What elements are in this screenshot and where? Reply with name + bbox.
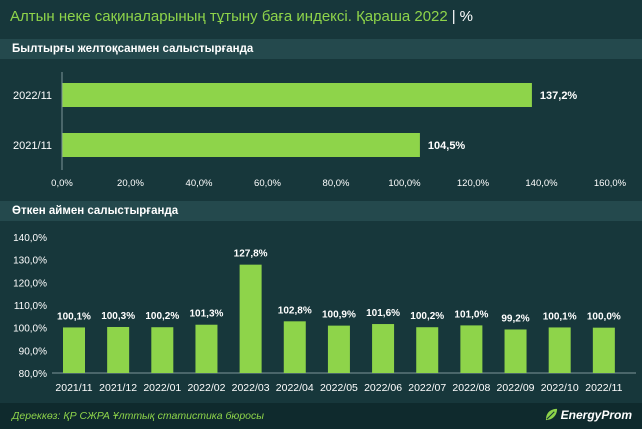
v-bar xyxy=(107,326,130,373)
v-category-label: 2022/11 xyxy=(585,382,622,394)
v-value-label: 101,0% xyxy=(454,309,488,320)
v-value-label: 99,2% xyxy=(501,313,529,324)
title-separator: | xyxy=(451,8,456,25)
v-bar xyxy=(460,325,483,373)
v-y-tick-label: 130,0% xyxy=(13,256,47,267)
v-category-label: 2022/08 xyxy=(452,382,490,394)
v-y-tick-label: 80,0% xyxy=(19,369,47,380)
v-bar xyxy=(63,327,85,373)
v-category-label: 2022/07 xyxy=(408,382,446,394)
v-category-label: 2022/04 xyxy=(276,382,314,394)
v-category-label: 2022/09 xyxy=(497,382,535,394)
v-bar xyxy=(327,325,350,373)
h-value-label: 137,2% xyxy=(540,90,578,102)
source-note: Дереккөз: ҚР СЖРА Ұлттық статистика бюро… xyxy=(12,410,264,422)
chart-title-text: Алтын неке сақиналарының тұтыну баға инд… xyxy=(10,8,448,25)
v-bar xyxy=(283,321,306,373)
h-x-tick-label: 20,0% xyxy=(117,178,144,189)
h-x-tick-label: 80,0% xyxy=(323,178,350,189)
v-value-label: 127,8% xyxy=(234,249,268,260)
v-category-label: 2022/10 xyxy=(541,382,579,394)
v-y-tick-label: 90,0% xyxy=(19,346,47,357)
v-value-label: 101,3% xyxy=(190,309,224,320)
h-category-label: 2022/11 xyxy=(13,90,52,102)
v-bar xyxy=(372,324,395,373)
v-category-label: 2022/05 xyxy=(320,382,358,394)
v-bar xyxy=(195,324,218,373)
v-y-tick-label: 120,0% xyxy=(13,278,47,289)
v-value-label: 100,3% xyxy=(101,311,135,322)
v-value-label: 100,2% xyxy=(410,311,444,322)
v-value-label: 100,0% xyxy=(587,312,621,323)
v-value-label: 100,2% xyxy=(145,311,179,322)
section-title-1: Былтырғы желтоқсанмен салыстырғанда xyxy=(12,43,254,55)
energyprom-logo: EnergyProm xyxy=(545,408,632,422)
vertical-bar-chart: 80,0% 90,0% 100,0% 110,0% 120,0% 130,0% 140,0%… xyxy=(13,233,636,394)
h-x-tick-label: 100,0% xyxy=(388,178,421,189)
h-x-tick-label: 160,0% xyxy=(594,178,627,189)
v-category-label: 2022/02 xyxy=(187,382,225,394)
v-bar xyxy=(548,327,571,373)
footer-bar xyxy=(0,403,642,429)
v-value-label: 102,8% xyxy=(278,305,312,316)
h-value-label: 104,5% xyxy=(428,140,466,152)
v-y-tick-label: 140,0% xyxy=(13,233,47,244)
h-x-tick-label: 40,0% xyxy=(186,178,213,189)
v-bar xyxy=(151,327,174,373)
leaf-icon xyxy=(545,408,557,421)
v-category-label: 2022/03 xyxy=(232,382,270,394)
logo-text: EnergyProm xyxy=(560,408,632,422)
chart-title: Алтын неке сақиналарының тұтыну баға инд… xyxy=(10,8,473,25)
title-unit: % xyxy=(459,8,473,25)
v-category-label: 2022/01 xyxy=(143,382,181,394)
v-category-label: 2022/06 xyxy=(364,382,402,394)
v-bar xyxy=(592,327,615,373)
v-value-label: 101,6% xyxy=(366,308,400,319)
v-y-tick-label: 100,0% xyxy=(13,324,47,335)
v-value-label: 100,1% xyxy=(57,311,91,322)
v-value-label: 100,1% xyxy=(543,311,577,322)
h-bar xyxy=(62,133,420,157)
v-y-tick-label: 110,0% xyxy=(14,301,47,312)
v-bar xyxy=(504,329,527,373)
v-category-label: 2021/12 xyxy=(99,382,137,394)
h-x-tick-label: 120,0% xyxy=(457,178,490,189)
section-title-2: Өткен аймен салыстырғанда xyxy=(12,205,179,217)
v-bar xyxy=(239,264,262,373)
h-x-tick-label: 140,0% xyxy=(525,178,558,189)
section-header-bar-1 xyxy=(0,39,642,59)
v-category-label: 2021/11 xyxy=(55,382,92,394)
v-value-label: 100,9% xyxy=(322,310,356,321)
v-bar xyxy=(416,327,439,373)
h-x-tick-label: 0,0% xyxy=(51,178,73,189)
h-x-tick-label: 60,0% xyxy=(254,178,281,189)
h-category-label: 2021/11 xyxy=(13,140,52,152)
h-bar xyxy=(62,83,532,107)
horizontal-bar-chart: 2022/11 137,2% 2021/11 104,5% 0,0% 20,0% 40,0%… xyxy=(13,72,627,189)
section-header-bar-2 xyxy=(0,201,642,221)
